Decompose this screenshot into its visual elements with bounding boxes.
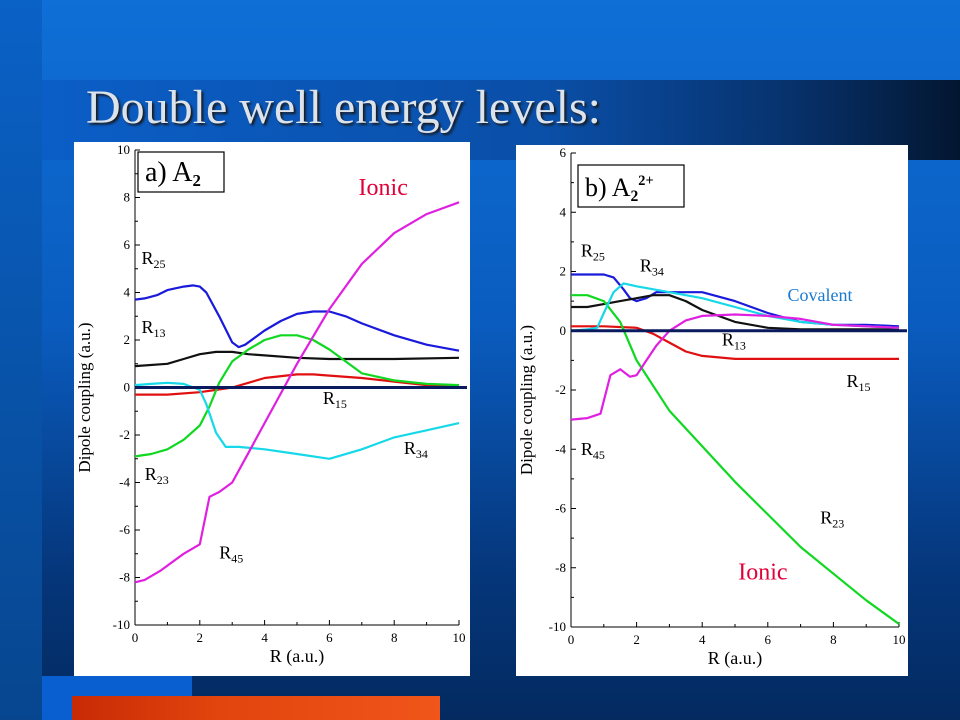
chart-a: -10 -8 -6 -4 -2 0 2 4 6 8 10 0 2 4 6 8 10 R (a.u.) Dipole … <box>75 142 467 667</box>
y-tick-label: 4 <box>560 204 567 219</box>
x-tick-label: 10 <box>893 632 906 647</box>
series-label-subscript: 15 <box>335 397 347 411</box>
y-tick-label: 2 <box>560 264 567 279</box>
panel-label-subscript: 2 <box>192 171 200 190</box>
series-line-r15 <box>135 373 460 396</box>
series-label-r25: R25 <box>581 241 605 264</box>
series-label-r23: R23 <box>145 464 169 487</box>
y-tick-label: 10 <box>117 142 130 157</box>
series-label-subscript: 23 <box>832 516 844 530</box>
x-axis-label: R (a.u.) <box>270 646 324 667</box>
panel-label-box <box>577 164 685 208</box>
y-tick-label: -4 <box>119 475 130 490</box>
y-tick-label: -10 <box>549 619 566 634</box>
y-tick-label: 2 <box>124 332 131 347</box>
y-tick-label: -2 <box>119 427 130 442</box>
panel-label-superscript: 2+ <box>638 173 653 189</box>
series-line-r45 <box>570 313 900 421</box>
series-line-r34 <box>570 282 900 332</box>
accent-bar <box>72 696 440 720</box>
x-tick-label: 8 <box>391 630 398 645</box>
chart-panel-b: -10 -8 -6 -4 -2 0 2 4 6 0 2 4 6 8 10 R (a.u.) Dipole cou… <box>516 145 908 676</box>
left-band <box>0 0 42 720</box>
y-axis-label: Dipole coupling (a.u.) <box>517 325 536 475</box>
series-label-r15: R15 <box>847 371 871 394</box>
series-label-r25: R25 <box>141 248 165 271</box>
series-line-r23 <box>134 334 460 458</box>
series-label-r15: R15 <box>323 388 347 411</box>
series-label-subscript: 13 <box>734 339 746 353</box>
x-tick-label: 10 <box>453 630 466 645</box>
series-label-r34: R34 <box>640 256 664 279</box>
series-label-subscript: 15 <box>859 380 871 394</box>
series-label-r13: R13 <box>722 330 746 353</box>
annotation-ionic: Ionic <box>738 560 787 586</box>
annotation-ionic: Ionic <box>359 175 408 201</box>
x-tick-label: 4 <box>261 630 268 645</box>
series-line-r15 <box>571 325 899 360</box>
y-tick-label: -2 <box>555 382 566 397</box>
x-axis-label: R (a.u.) <box>708 648 762 669</box>
panel-label-subscript: 2 <box>631 188 639 205</box>
series-label-subscript: 34 <box>652 265 664 279</box>
series-label-subscript: 23 <box>157 473 169 487</box>
y-tick-label: 0 <box>560 323 567 338</box>
y-tick-label: -6 <box>555 501 566 516</box>
series-label-r13: R13 <box>141 317 165 340</box>
y-tick-label: 8 <box>124 190 131 205</box>
series-label-subscript: 34 <box>416 447 428 461</box>
series-label-subscript: 45 <box>593 448 605 462</box>
chart-panel-a: -10 -8 -6 -4 -2 0 2 4 6 8 10 0 2 4 6 8 10 R (a.u.) Dipole … <box>74 142 470 676</box>
x-tick-label: 6 <box>326 630 333 645</box>
y-tick-label: -4 <box>555 441 566 456</box>
y-tick-label: 0 <box>124 380 131 395</box>
x-tick-label: 0 <box>568 632 575 647</box>
slide-title: Double well energy levels: <box>86 81 601 134</box>
series-line-r45 <box>134 201 460 584</box>
chart-b: -10 -8 -6 -4 -2 0 2 4 6 0 2 4 6 8 10 R (a.u.) Dipole cou… <box>517 145 907 669</box>
series-label-subscript: 25 <box>153 257 165 271</box>
panel-label: a) A2 <box>145 157 201 190</box>
x-tick-label: 8 <box>830 632 837 647</box>
series-label-subscript: 13 <box>153 326 165 340</box>
series-label-subscript: 25 <box>593 250 605 264</box>
y-tick-label: -8 <box>555 560 566 575</box>
annotation-covalent: Covalent <box>787 285 852 305</box>
y-axis-label: Dipole coupling (a.u.) <box>75 322 94 472</box>
x-tick-label: 4 <box>699 632 706 647</box>
x-tick-label: 2 <box>197 630 204 645</box>
series-line-r34 <box>134 381 460 460</box>
y-tick-label: 6 <box>124 237 131 252</box>
y-tick-label: -6 <box>119 522 130 537</box>
series-line-r13 <box>134 350 460 368</box>
y-tick-label: -10 <box>113 617 130 632</box>
panel-label-box <box>137 151 225 193</box>
series-label-r23: R23 <box>820 507 844 530</box>
series-label-r45: R45 <box>219 543 243 566</box>
y-tick-label: -8 <box>119 570 130 585</box>
series-line-r23 <box>571 294 900 625</box>
y-tick-label: 4 <box>124 285 131 300</box>
x-tick-label: 6 <box>765 632 772 647</box>
series-label-r34: R34 <box>404 438 428 461</box>
series-label-r45: R45 <box>581 439 605 462</box>
series-line-r25 <box>134 284 460 352</box>
x-tick-label: 2 <box>633 632 640 647</box>
y-tick-label: 6 <box>560 145 567 160</box>
series-label-subscript: 45 <box>231 552 243 566</box>
x-tick-label: 0 <box>132 630 139 645</box>
